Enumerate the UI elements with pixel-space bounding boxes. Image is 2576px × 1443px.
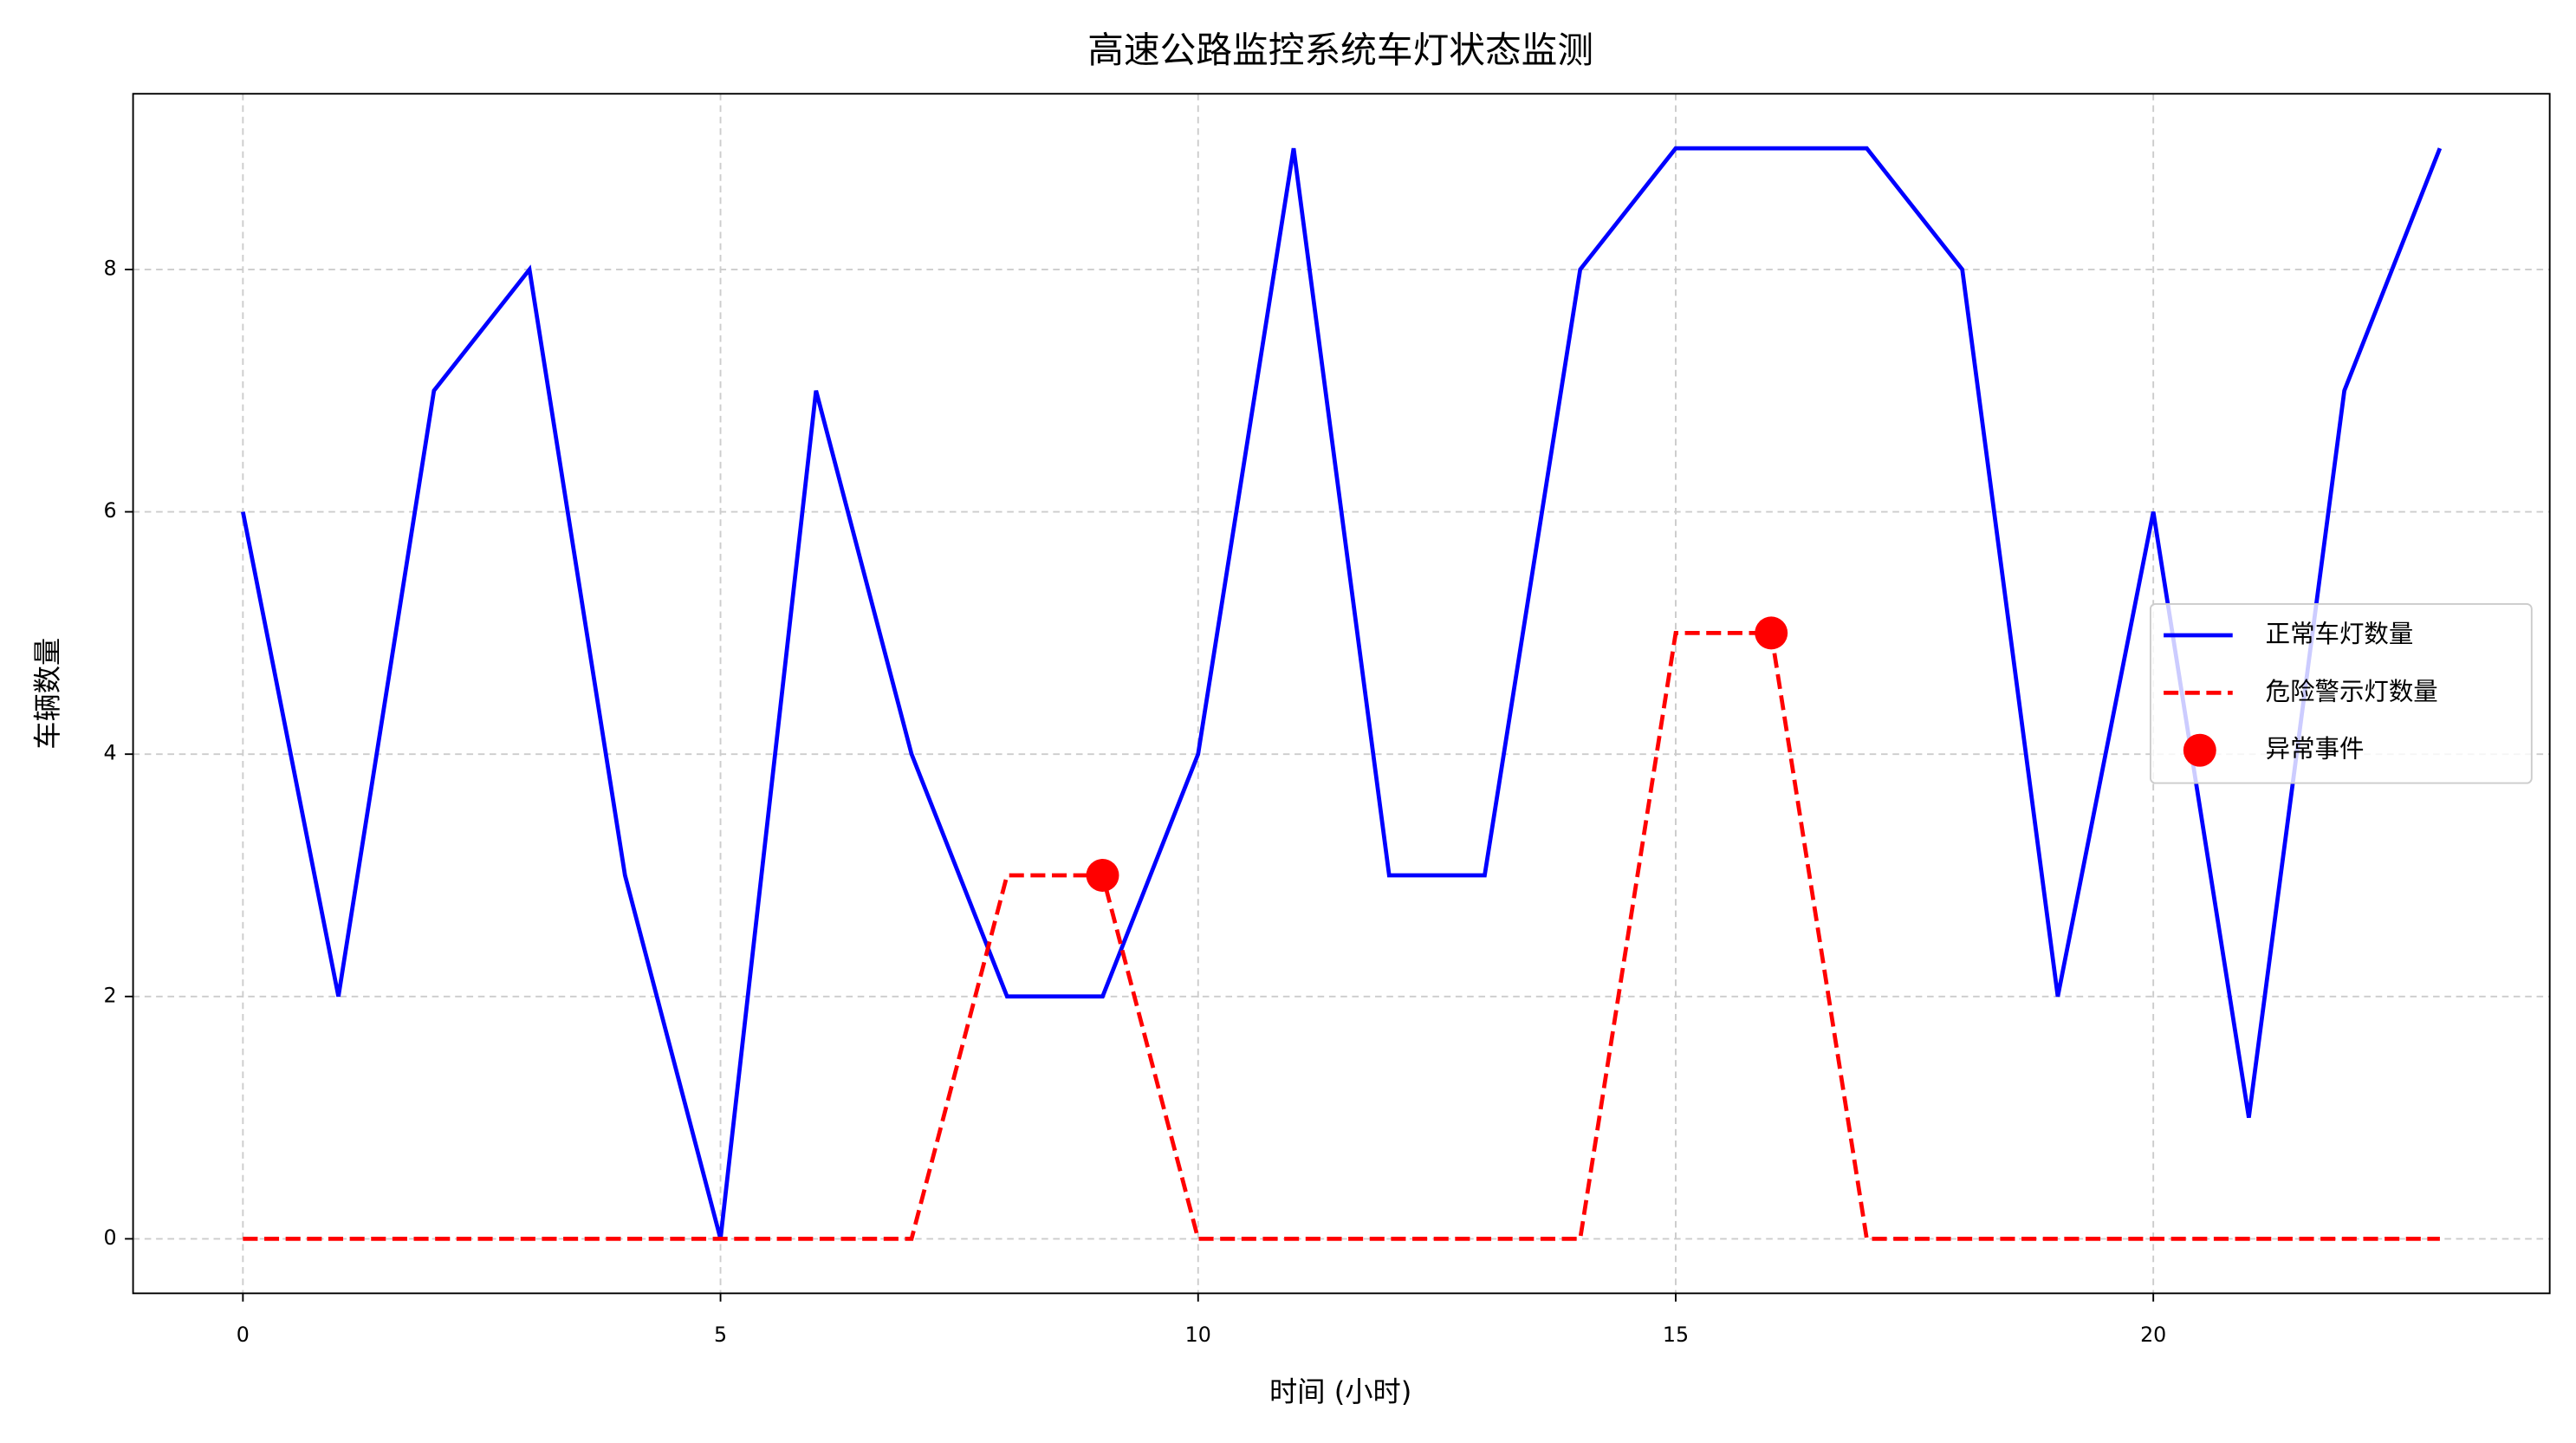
legend-label: 异常事件 [2266, 735, 2365, 764]
legend-label: 正常车灯数量 [2266, 620, 2414, 648]
scatter-point [1755, 616, 1788, 650]
y-axis-label: 车辆数量 [31, 638, 64, 750]
legend-box [2149, 602, 2533, 784]
x-tick-label: 20 [2140, 1323, 2166, 1347]
scatter-point [1086, 859, 1119, 892]
chart-title: 高速公路监控系统车灯状态监测 [1087, 29, 1593, 71]
legend-marker [2183, 733, 2216, 767]
line-series [243, 630, 2440, 1241]
x-tick-label: 15 [1663, 1323, 1689, 1347]
y-tick-label: 0 [104, 1225, 117, 1250]
plot-frame [132, 93, 2551, 1295]
x-tick-label: 0 [237, 1323, 250, 1347]
y-tick-label: 8 [104, 256, 117, 280]
legend-label: 危险警示灯数量 [2266, 677, 2438, 705]
x-tick-label: 5 [714, 1323, 727, 1347]
y-tick-label: 4 [104, 741, 117, 765]
y-tick-label: 2 [104, 983, 117, 1007]
line-series [241, 146, 2443, 1240]
y-tick-label: 6 [104, 498, 117, 523]
x-axis-label: 时间 (小时) [1269, 1375, 1411, 1408]
x-tick-label: 10 [1185, 1323, 1211, 1347]
